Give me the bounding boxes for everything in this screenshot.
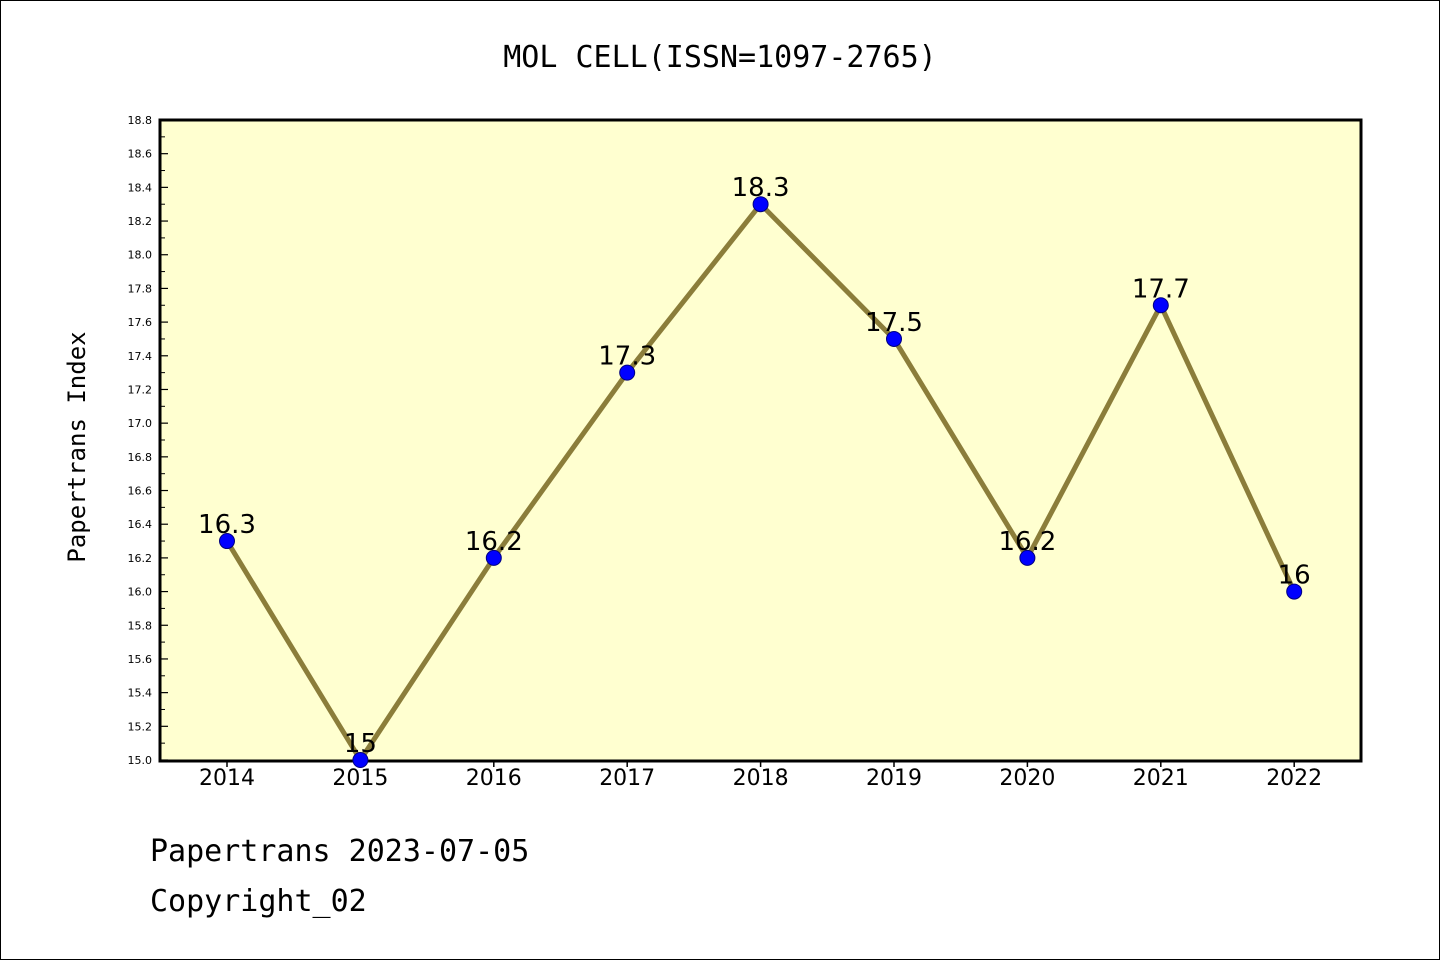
data-point	[219, 533, 235, 550]
y-tick-label: 17.2	[128, 383, 153, 396]
data-label: 18.3	[732, 173, 790, 203]
data-point	[886, 330, 902, 347]
data-point	[752, 196, 769, 213]
x-tick-label: 2018	[733, 766, 789, 791]
data-label: 17.3	[598, 342, 656, 372]
y-tick-label: 16.4	[128, 518, 153, 531]
x-tick-label: 2021	[1133, 766, 1189, 791]
y-tick-label: 15.6	[128, 653, 153, 666]
x-tick-label: 2020	[999, 766, 1055, 791]
data-point	[619, 364, 636, 381]
x-tick-label: 2014	[199, 766, 255, 791]
x-tick-label: 2022	[1266, 766, 1322, 791]
x-tick-label: 2015	[332, 766, 388, 791]
data-point	[1152, 297, 1169, 314]
y-tick-label: 15.0	[128, 754, 153, 767]
x-tick-label: 2016	[466, 766, 522, 791]
y-tick-label: 16.6	[128, 485, 153, 498]
data-label: 16.2	[465, 527, 523, 557]
y-tick-label: 18.0	[128, 249, 153, 262]
x-axis-ticks: 2014 2015 2016 2017 2018 2019 2020 2021 2022	[199, 760, 1322, 791]
y-tick-label: 17.0	[128, 417, 153, 430]
data-point	[1286, 583, 1303, 600]
y-tick-label: 18.2	[128, 215, 153, 228]
y-tick-label: 17.6	[128, 316, 153, 329]
x-tick-label: 2019	[866, 766, 922, 791]
chart-title: MOL CELL(ISSN=1097-2765)	[503, 40, 936, 75]
data-label: 17.7	[1132, 274, 1190, 304]
data-label: 16	[1278, 561, 1311, 591]
y-tick-label: 17.4	[128, 350, 153, 363]
data-labels: 16.3 15 16.2 17.3 18.3 17.5 16.2 17.7 16	[198, 173, 1311, 759]
data-point	[485, 549, 502, 566]
footer-copyright: Copyright_02	[150, 884, 367, 919]
y-tick-label: 16.8	[128, 451, 153, 464]
y-tick-label: 18.4	[128, 181, 153, 194]
data-label: 15	[344, 729, 377, 759]
data-label: 16.3	[198, 510, 256, 540]
y-tick-label: 15.8	[128, 619, 153, 632]
x-tick-label: 2017	[599, 766, 655, 791]
data-point	[1019, 549, 1036, 566]
data-point	[352, 752, 369, 768]
footer-date: Papertrans 2023-07-05	[150, 834, 530, 869]
y-tick-label: 18.8	[128, 114, 153, 127]
y-tick-label: 15.2	[128, 720, 153, 733]
y-tick-label: 16.2	[128, 552, 153, 565]
y-tick-label: 16.0	[128, 586, 153, 599]
plot-area	[158, 118, 1363, 763]
y-tick-label: 17.8	[128, 282, 153, 295]
data-markers	[219, 196, 1303, 768]
data-label: 17.5	[865, 308, 923, 338]
y-axis-ticks: 15.0 15.2 15.4 15.6 15.8 16.0 16.2 16.4 16.6 16.8…	[128, 114, 168, 767]
data-label: 16.2	[998, 527, 1056, 557]
y-tick-label: 15.4	[128, 687, 153, 700]
y-tick-label: 18.6	[128, 148, 153, 161]
y-axis-label: Papertrans Index	[63, 331, 91, 562]
